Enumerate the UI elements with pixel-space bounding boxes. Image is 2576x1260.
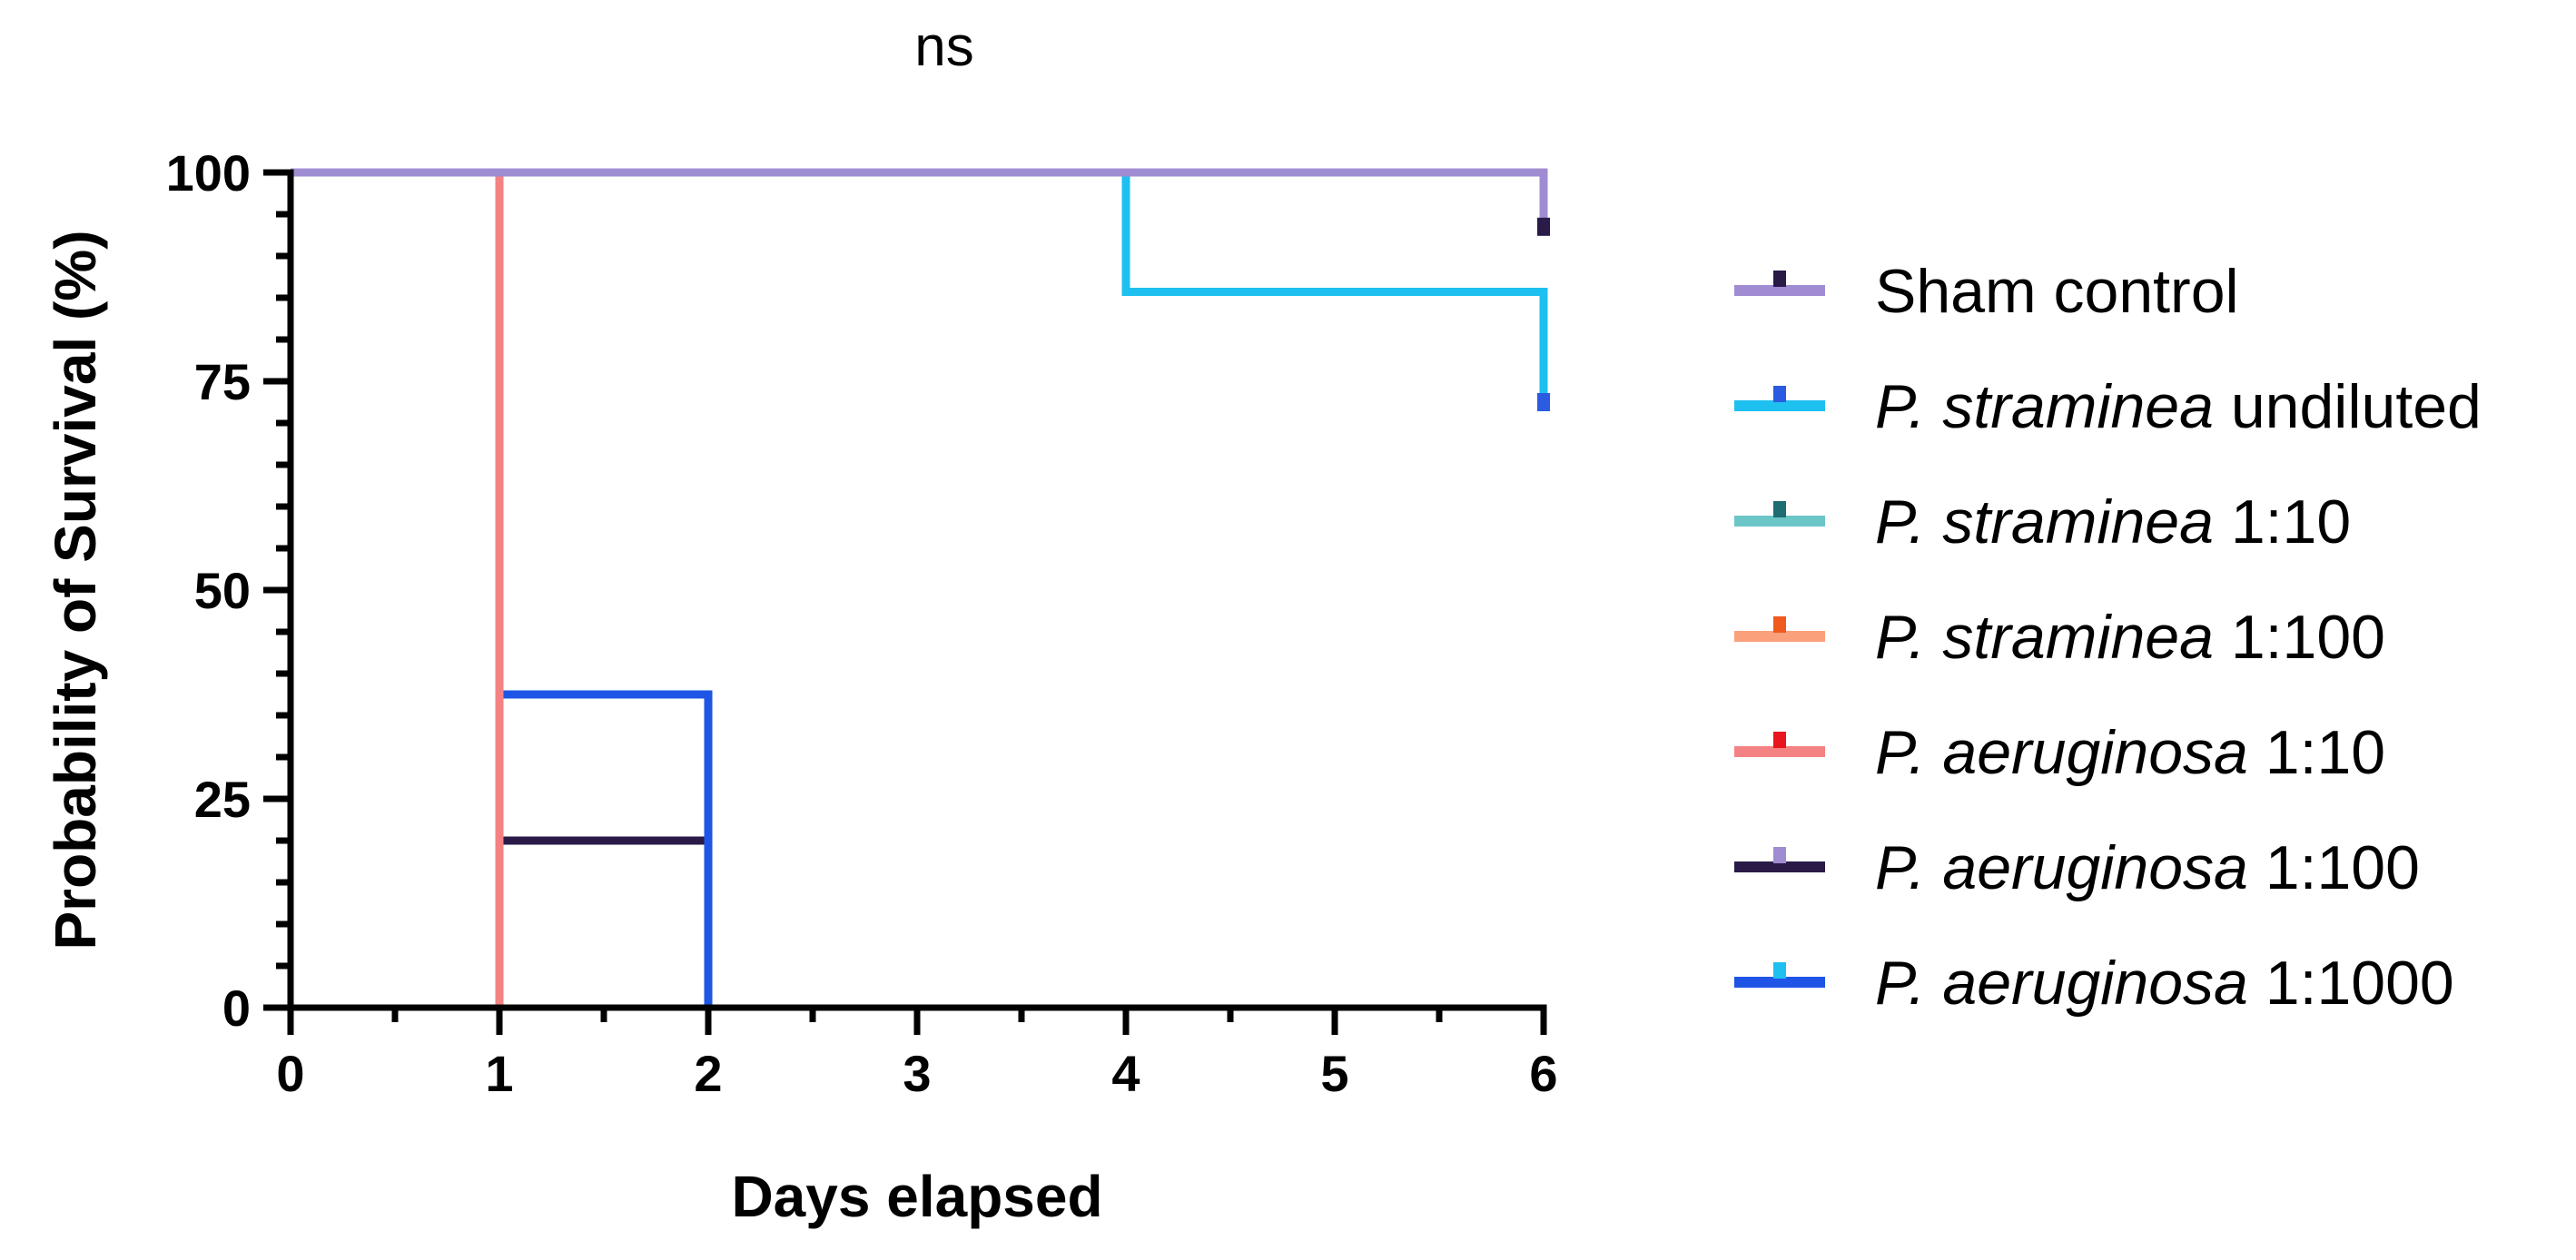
legend-label-text: 1:10 xyxy=(2248,718,2385,787)
legend-marker xyxy=(1773,847,1786,863)
legend-label: P. straminea 1:10 xyxy=(1875,487,2351,556)
y-tick-label: 0 xyxy=(222,979,251,1037)
legend-label-text: undiluted xyxy=(2214,372,2482,441)
censor-mark xyxy=(1537,393,1550,411)
x-tick-label: 4 xyxy=(1111,1045,1140,1102)
y-tick-label: 50 xyxy=(194,562,251,619)
legend-label-italic: P. straminea xyxy=(1875,603,2214,672)
legend-marker xyxy=(1773,616,1786,633)
legend-item: P. straminea 1:100 xyxy=(1734,603,2385,672)
ticks-layer: 0 1 2 3 4 5 6 0 25 50 75 100 xyxy=(166,144,1558,1102)
legend-label: P. straminea 1:100 xyxy=(1875,603,2385,672)
legend-item: P. straminea 1:10 xyxy=(1734,487,2351,556)
legend-marker xyxy=(1773,386,1786,402)
y-tick-label: 75 xyxy=(194,353,251,410)
x-axis-title: Days elapsed xyxy=(731,1164,1102,1229)
legend-marker xyxy=(1773,732,1786,748)
legend-marker xyxy=(1773,962,1786,979)
x-tick-label: 0 xyxy=(276,1045,304,1102)
legend-label-italic: P. aeruginosa xyxy=(1875,949,2248,1018)
axes-layer xyxy=(287,169,1547,1011)
legend-label-text: Sham control xyxy=(1875,257,2239,326)
series-line-0 xyxy=(291,168,1548,227)
legend-label-italic: P. straminea xyxy=(1875,372,2214,441)
legend-label-text: 1:1000 xyxy=(2248,949,2454,1018)
series-line-4 xyxy=(291,168,504,1008)
legend-item: P. aeruginosa 1:1000 xyxy=(1734,949,2454,1018)
x-tick-label: 2 xyxy=(694,1045,722,1102)
y-axis-title: Probability of Survival (%) xyxy=(43,230,108,950)
censor-mark xyxy=(1537,217,1550,236)
x-tick-label: 6 xyxy=(1529,1045,1557,1102)
legend-marker xyxy=(1773,501,1786,517)
legend-label: P. aeruginosa 1:1000 xyxy=(1875,949,2454,1018)
x-tick-label: 1 xyxy=(485,1045,513,1102)
legend-label: Sham control xyxy=(1875,257,2239,326)
legend-label-text: 1:100 xyxy=(2214,603,2385,672)
legend-label-italic: P. aeruginosa xyxy=(1875,833,2248,902)
legend-item: P. aeruginosa 1:100 xyxy=(1734,833,2420,902)
legend-label-text: 1:10 xyxy=(2214,487,2351,556)
y-tick-label: 100 xyxy=(166,144,251,202)
x-tick-label: 3 xyxy=(903,1045,931,1102)
legend-label: P. aeruginosa 1:10 xyxy=(1875,718,2385,787)
series-layer xyxy=(291,168,1550,1008)
legend-marker xyxy=(1773,271,1786,287)
x-tick-label: 5 xyxy=(1320,1045,1348,1102)
chart-title: ns xyxy=(914,15,973,78)
legend-item: Sham control xyxy=(1734,257,2239,326)
y-tick-label: 25 xyxy=(194,771,251,828)
legend-label-italic: P. straminea xyxy=(1875,487,2214,556)
legend-item: P. straminea undiluted xyxy=(1734,372,2482,441)
legend-label: P. aeruginosa 1:100 xyxy=(1875,833,2420,902)
legend-label: P. straminea undiluted xyxy=(1875,372,2482,441)
series-line-1 xyxy=(291,168,1548,402)
legend-label-text: 1:100 xyxy=(2248,833,2420,902)
legend-item: P. aeruginosa 1:10 xyxy=(1734,718,2385,787)
legend-label-italic: P. aeruginosa xyxy=(1875,718,2248,787)
